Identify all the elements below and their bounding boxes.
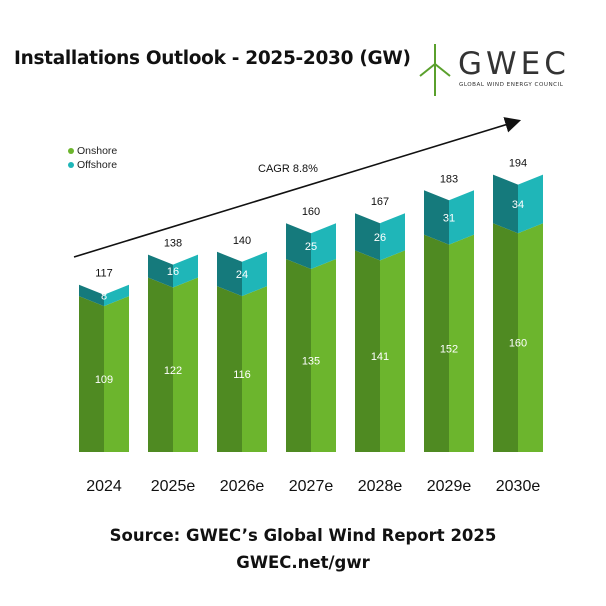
bar-offshore-value: 31 (443, 212, 455, 224)
bars-group: 109 8 117 2024 122 16 138 2025e 116 24 140 2026e 135… (79, 158, 543, 495)
x-tick-label: 2029e (427, 478, 472, 495)
bar-offshore-value: 34 (512, 199, 524, 211)
source-text: Source: GWEC’s Global Wind Report 2025 (109, 526, 497, 545)
bar-offshore-right-face (449, 190, 474, 245)
x-tick-label: 2027e (289, 478, 334, 495)
bar-offshore-right-face (380, 213, 405, 261)
bar-total-label: 183 (440, 173, 458, 185)
source-url: GWEC.net/gwr (236, 553, 370, 572)
bar-total-label: 194 (509, 158, 527, 170)
bar-onshore-right-face (380, 250, 405, 452)
bar-onshore-right-face (449, 234, 474, 452)
bar-onshore-value: 135 (302, 355, 320, 367)
legend-item-onshore: Onshore (68, 144, 117, 158)
bar-offshore-value: 25 (305, 241, 317, 253)
legend-swatch-offshore (68, 162, 74, 168)
bar-offshore-value: 8 (101, 290, 107, 302)
bar-onshore-value: 109 (95, 374, 113, 386)
x-tick-label: 2028e (358, 478, 403, 495)
gwec-logo: GWEC GLOBAL WIND ENERGY COUNCIL (418, 42, 568, 98)
bar-total-label: 138 (164, 238, 182, 250)
bar-onshore-left-face (79, 296, 104, 452)
bar-onshore-value: 122 (164, 365, 182, 377)
x-tick-label: 2024 (86, 478, 122, 495)
bar-offshore-right-face (311, 223, 336, 269)
bar-onshore-left-face (424, 234, 449, 452)
bar-onshore-left-face (355, 250, 380, 452)
bar-onshore-right-face (518, 223, 543, 452)
logo-wordmark: GWEC (458, 46, 570, 82)
bar-total-label: 160 (302, 206, 320, 218)
bar-onshore-value: 116 (233, 369, 251, 381)
bar-offshore-left-face (424, 190, 449, 245)
bar-onshore-left-face (148, 277, 173, 452)
x-tick-label: 2025e (151, 478, 196, 495)
bar-offshore-left-face (217, 251, 242, 297)
bar-offshore-left-face (493, 174, 518, 234)
bar-onshore-right-face (242, 286, 267, 452)
bar-onshore-right-face (173, 277, 198, 452)
bar-offshore-right-face (518, 174, 543, 234)
bar-onshore-value: 152 (440, 343, 458, 355)
bar-total-label: 117 (95, 268, 113, 280)
bar-total-label: 140 (233, 235, 251, 247)
legend-label-offshore: Offshore (77, 159, 118, 171)
legend-swatch-onshore (68, 148, 74, 154)
legend-label-onshore: Onshore (77, 145, 118, 157)
bar-total-label: 167 (371, 196, 389, 208)
cagr-annotation: CAGR 8.8% (258, 163, 318, 175)
bar-onshore-right-face (311, 258, 336, 452)
bar-onshore-left-face (217, 286, 242, 452)
bar-offshore-right-face (242, 251, 267, 297)
bar-offshore-left-face (286, 223, 311, 269)
bar-offshore-right-face (104, 284, 129, 307)
chart-title: Installations Outlook - 2025-2030 (GW) (14, 48, 411, 69)
bar-onshore-left-face (493, 223, 518, 452)
x-tick-label: 2026e (220, 478, 265, 495)
bar-offshore-left-face (79, 284, 104, 307)
bar-offshore-left-face (355, 213, 380, 261)
bar-offshore-right-face (173, 254, 198, 288)
x-tick-label: 2030e (496, 478, 541, 495)
bar-offshore-value: 26 (374, 232, 386, 244)
wind-turbine-icon (419, 44, 451, 96)
legend-item-offshore: Offshore (68, 158, 117, 172)
bar-onshore-left-face (286, 258, 311, 452)
logo-tagline: GLOBAL WIND ENERGY COUNCIL (459, 82, 564, 88)
bar-offshore-left-face (148, 254, 173, 288)
legend: Onshore Offshore (68, 144, 117, 172)
cagr-arrow (73, 117, 522, 258)
bar-offshore-value: 24 (236, 269, 248, 281)
bar-onshore-value: 160 (509, 338, 527, 350)
bar-onshore-value: 141 (371, 351, 389, 363)
bar-onshore-right-face (104, 296, 129, 452)
bar-offshore-value: 16 (167, 266, 179, 278)
